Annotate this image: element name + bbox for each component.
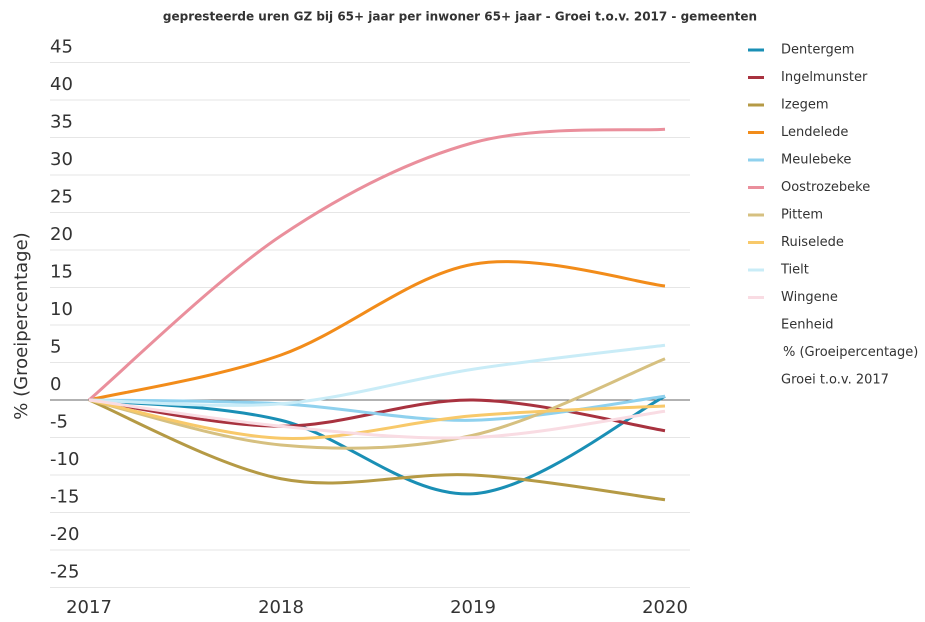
legend-label: Meulebeke <box>781 153 851 168</box>
legend-label: Dentergem <box>781 43 854 58</box>
legend-note: % (Groeipercentage) <box>783 345 918 360</box>
legend-label: Wingene <box>781 290 838 305</box>
legend-label: Pittem <box>781 208 823 223</box>
y-tick-label: 40 <box>50 74 73 95</box>
y-tick-label: -15 <box>50 487 79 508</box>
y-tick-label: 0 <box>50 374 61 395</box>
legend-label: Ingelmunster <box>781 70 868 85</box>
x-tick-label: 2018 <box>258 597 304 618</box>
legend-label: Tielt <box>780 263 809 278</box>
series-line <box>88 260 666 402</box>
series-line <box>88 398 666 440</box>
series-line <box>88 394 666 496</box>
legend-label: Ruiselede <box>781 235 844 250</box>
y-tick-label: 5 <box>50 337 61 358</box>
series-line <box>88 398 666 440</box>
y-tick-label: 30 <box>50 149 73 170</box>
legend-note: Eenheid <box>781 318 834 333</box>
x-tick-label: 2019 <box>450 597 496 618</box>
series-line <box>88 127 666 402</box>
y-axis-label: % (Groeipercentage) <box>11 232 32 419</box>
legend-label: Izegem <box>781 98 829 113</box>
x-tick-label: 2017 <box>66 597 112 618</box>
y-tick-label: 20 <box>50 224 73 245</box>
y-tick-label: -10 <box>50 449 79 470</box>
y-tick-label: -5 <box>50 412 68 433</box>
legend-label: Lendelede <box>781 125 848 140</box>
legend-label: Oostrozebeke <box>781 180 870 195</box>
y-tick-label: 15 <box>50 262 73 283</box>
legend-note: Groei t.o.v. 2017 <box>781 373 889 388</box>
x-tick-label: 2020 <box>642 597 688 618</box>
y-tick-label: 10 <box>50 299 73 320</box>
y-tick-label: -25 <box>50 562 79 583</box>
y-tick-label: 35 <box>50 112 73 133</box>
y-tick-label: 45 <box>50 37 73 58</box>
series-line <box>88 343 666 407</box>
series-line <box>88 357 666 450</box>
series-line <box>88 398 666 502</box>
y-tick-label: 25 <box>50 187 73 208</box>
chart-title: gepresteerde uren GZ bij 65+ jaar per in… <box>163 10 757 24</box>
y-tick-label: -20 <box>50 524 79 545</box>
